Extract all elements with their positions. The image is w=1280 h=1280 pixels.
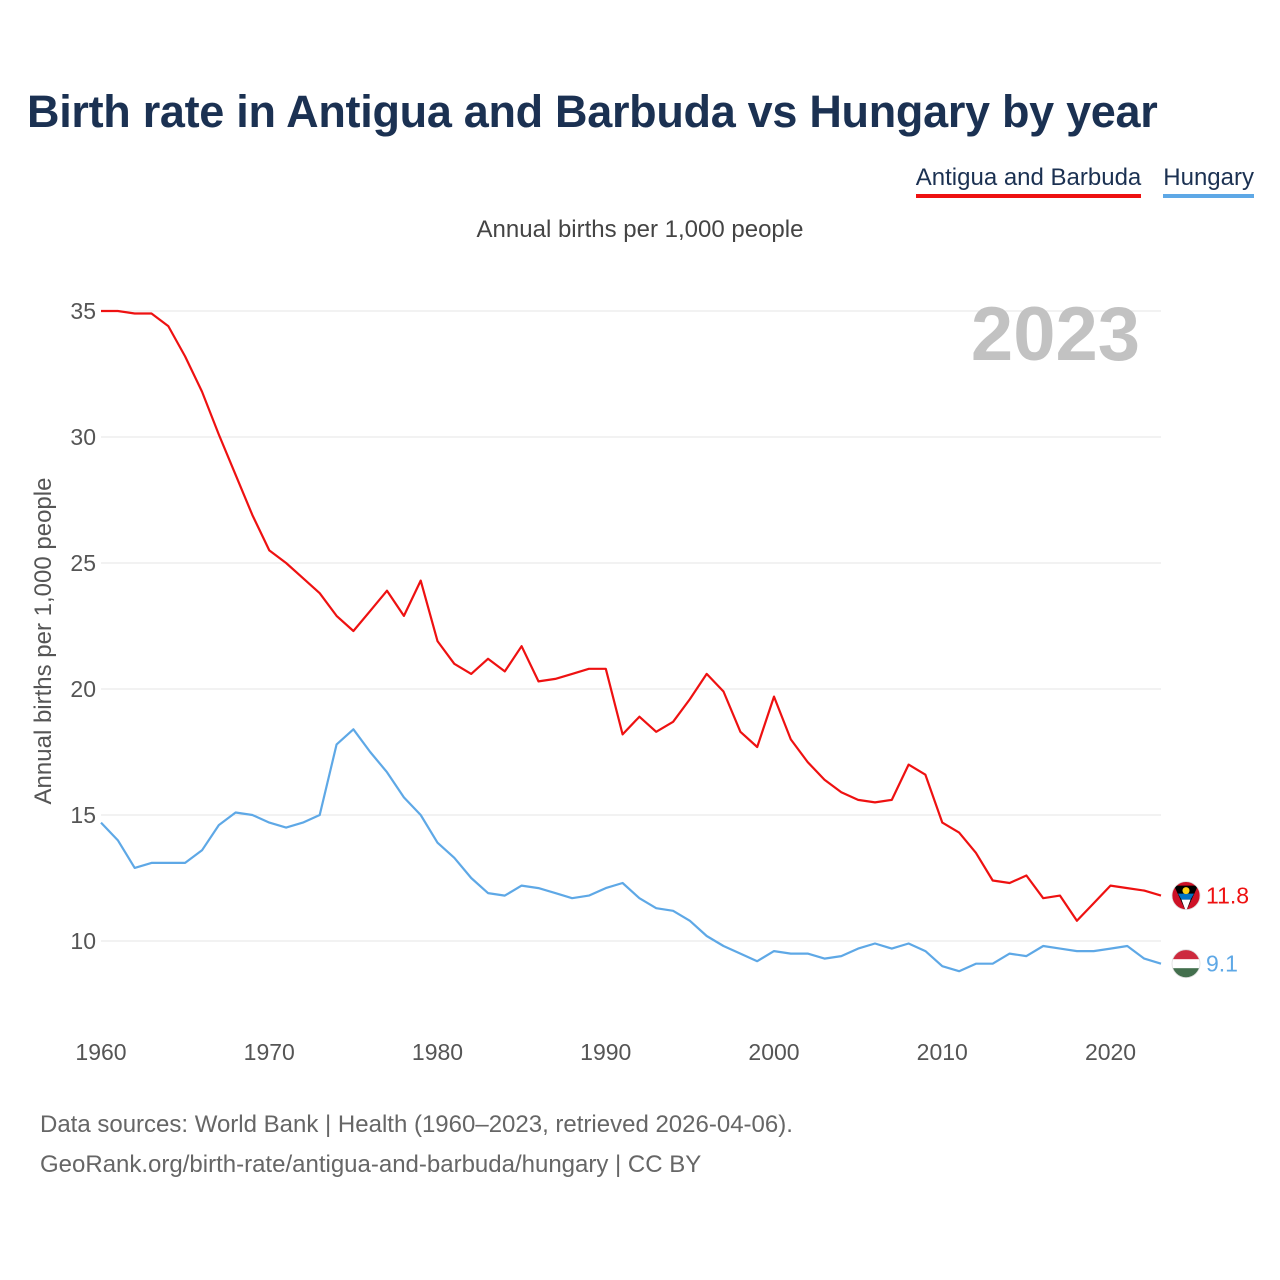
line-chart: 10 15 20 25 30 35 1960 1970 1980 1990 2000 2010 202…: [30, 292, 1249, 1065]
chart-title: Birth rate in Antigua and Barbuda vs Hun…: [27, 86, 1158, 137]
antigua-flag-icon: [1171, 881, 1201, 911]
series-line-antigua-and-barbuda[interactable]: [101, 309, 1162, 922]
x-tick-label: 1980: [412, 1039, 463, 1065]
legend-item-antigua-and-barbuda[interactable]: Antigua and Barbuda: [915, 164, 1142, 198]
x-tick-label: 2010: [917, 1039, 968, 1065]
source-line-1: Data sources: World Bank | Health (1960–…: [40, 1111, 793, 1138]
y-tick-label: 20: [70, 676, 96, 702]
y-tick-label: 15: [70, 802, 96, 828]
source-line-2: GeoRank.org/birth-rate/antigua-and-barbu…: [40, 1151, 702, 1178]
source-note: Data sources: World Bank | Health (1960–…: [40, 1105, 793, 1185]
legend-item-hungary[interactable]: Hungary: [1163, 164, 1254, 198]
year-watermark: 2023: [971, 292, 1140, 377]
y-tick-label: 25: [70, 550, 96, 576]
x-tick-label: 1970: [244, 1039, 295, 1065]
x-tick-label: 1960: [75, 1039, 126, 1065]
series-end-label: 11.8: [1206, 883, 1249, 909]
y-tick-label: 30: [70, 424, 96, 450]
y-tick-label: 35: [70, 298, 96, 324]
hungary-flag-icon: [1171, 949, 1201, 979]
legend: Antigua and Barbuda Hungary: [915, 164, 1254, 198]
y-tick-label: 10: [70, 928, 96, 954]
x-tick-label: 2020: [1085, 1039, 1136, 1065]
x-tick-label: 2000: [748, 1039, 799, 1065]
chart-subtitle: Annual births per 1,000 people: [476, 216, 804, 243]
series-end-label: 9.1: [1206, 951, 1238, 977]
x-tick-label: 1990: [580, 1039, 631, 1065]
series-line-hungary[interactable]: [100, 728, 1162, 973]
y-axis-label: Annual births per 1,000 people: [30, 478, 57, 805]
